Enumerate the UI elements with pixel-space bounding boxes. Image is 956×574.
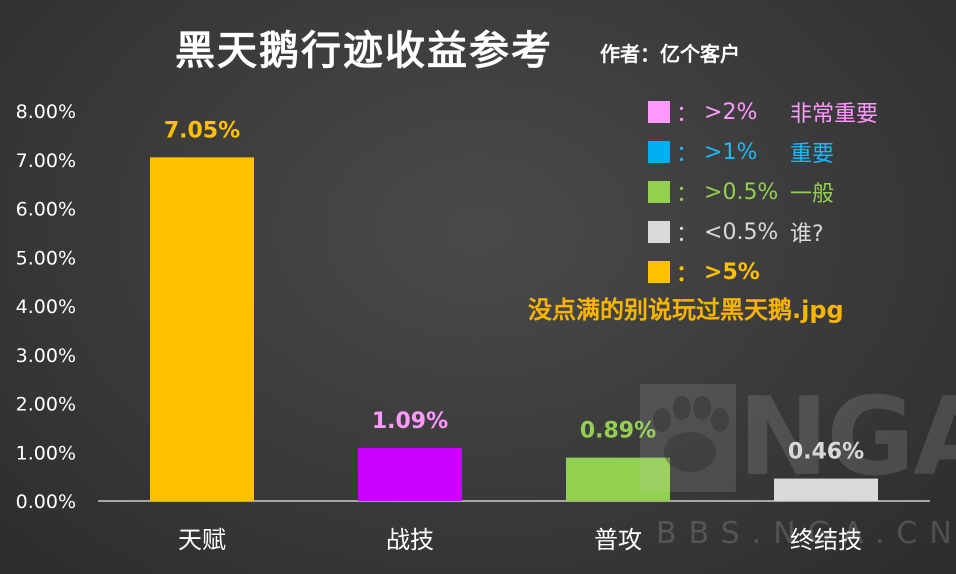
author-label: 作者：亿个客户: [600, 42, 740, 66]
legend-label: 一般: [790, 182, 835, 207]
legend: ： >2% 非常重要 ： >1% 重要 ： >0.5% 一般 ： <0.5% 谁…: [648, 92, 948, 292]
y-tick-label: 0.00%: [16, 491, 76, 513]
x-tick-label: 天赋: [178, 526, 226, 554]
bar-1: [150, 157, 254, 501]
legend-swatch-blue: [648, 141, 670, 163]
chart-title: 黑天鹅行迹收益参考: [175, 28, 553, 74]
y-tick-label: 5.00%: [16, 247, 76, 269]
legend-label: 谁?: [790, 222, 824, 247]
legend-item-top: ： >5%: [648, 252, 948, 292]
legend-range: >2%: [704, 99, 758, 125]
legend-separator: ：: [676, 222, 699, 247]
legend-item-very-important: ： >2% 非常重要: [648, 92, 948, 132]
data-label: 0.46%: [788, 440, 864, 465]
y-tick-label: 6.00%: [16, 199, 76, 221]
annotation-note: 没点满的别说玩过黑天鹅.jpg: [528, 296, 844, 324]
legend-swatch-green: [648, 181, 670, 203]
x-tick-label: 终结技: [790, 526, 862, 554]
legend-swatch-gray: [648, 221, 670, 243]
bar-2: [358, 447, 462, 501]
data-label: 1.09%: [372, 409, 448, 434]
legend-separator: ：: [676, 142, 699, 167]
legend-separator: ：: [676, 102, 699, 127]
legend-range: >5%: [704, 259, 760, 285]
y-tick-label: 2.00%: [16, 394, 76, 416]
y-tick-label: 8.00%: [16, 101, 76, 123]
legend-label: 非常重要: [790, 102, 879, 127]
legend-separator: ：: [676, 262, 699, 287]
legend-swatch-gold: [648, 261, 670, 283]
x-tick-label: 普攻: [594, 526, 642, 554]
watermark-letters: NGA: [738, 375, 956, 500]
legend-label: 重要: [790, 142, 835, 167]
legend-range: >1%: [704, 139, 758, 165]
watermark-text: BBS.NGA.CN: [656, 516, 956, 551]
legend-item-important: ： >1% 重要: [648, 132, 948, 172]
data-label: 7.05%: [164, 118, 240, 143]
legend-item-normal: ： >0.5% 一般: [648, 172, 948, 212]
y-tick-label: 4.00%: [16, 296, 76, 318]
paw-icon: [640, 384, 736, 492]
y-tick-label: 1.00%: [16, 442, 76, 464]
bar-3: [566, 457, 670, 501]
legend-item-who: ： <0.5% 谁?: [648, 212, 948, 252]
legend-separator: ：: [676, 182, 699, 207]
x-tick-label: 战技: [386, 526, 434, 554]
legend-range: <0.5%: [704, 219, 779, 245]
legend-range: >0.5%: [704, 179, 779, 205]
y-tick-label: 3.00%: [16, 345, 76, 367]
bar-4: [774, 478, 878, 501]
legend-swatch-pink: [648, 101, 670, 123]
y-tick-label: 7.00%: [16, 150, 76, 172]
nga-watermark: NGA BBS.NGA.CN: [640, 376, 956, 551]
data-label: 0.89%: [580, 419, 656, 444]
